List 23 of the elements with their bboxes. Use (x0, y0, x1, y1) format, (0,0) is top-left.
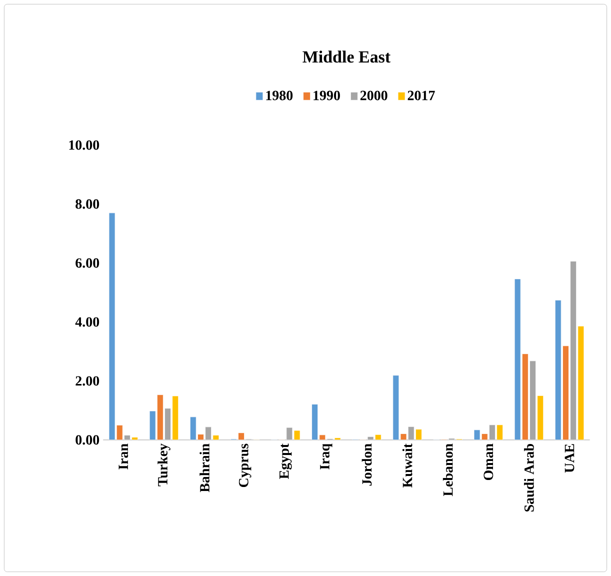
x-tick-label: Iran (118, 444, 128, 470)
x-tick-label: Cyprus (238, 444, 252, 488)
y-tick-label: 10.00 (69, 140, 100, 150)
x-tick-label: Saudi Arab (524, 444, 534, 512)
y-tick-label: 8.00 (76, 199, 100, 209)
chart-title: Middle East (302, 50, 391, 63)
x-tick-label: Lebanon (442, 444, 453, 496)
x-tick-label: Kuwait (402, 444, 412, 488)
legend-label: 1980 (266, 90, 293, 100)
y-tick-label: 2.00 (76, 376, 100, 386)
legend-label: 1990 (314, 90, 340, 100)
y-tick-label: 0.00 (76, 435, 100, 445)
x-tick-label: Egypt (280, 444, 292, 479)
y-tick-label: 6.00 (76, 258, 100, 268)
x-tick-label: Iraq (320, 444, 332, 470)
x-tick-label: Jordon (362, 444, 372, 486)
x-tick-label: Turkey (158, 444, 170, 486)
x-tick-label: Oman (484, 444, 494, 480)
legend-label: 2000 (360, 90, 388, 100)
x-tick-label: Bahrain (200, 444, 210, 492)
legend-label: 2017 (408, 90, 435, 100)
x-tick-label: UAE (564, 444, 574, 473)
y-tick-label: 4.00 (75, 317, 100, 327)
